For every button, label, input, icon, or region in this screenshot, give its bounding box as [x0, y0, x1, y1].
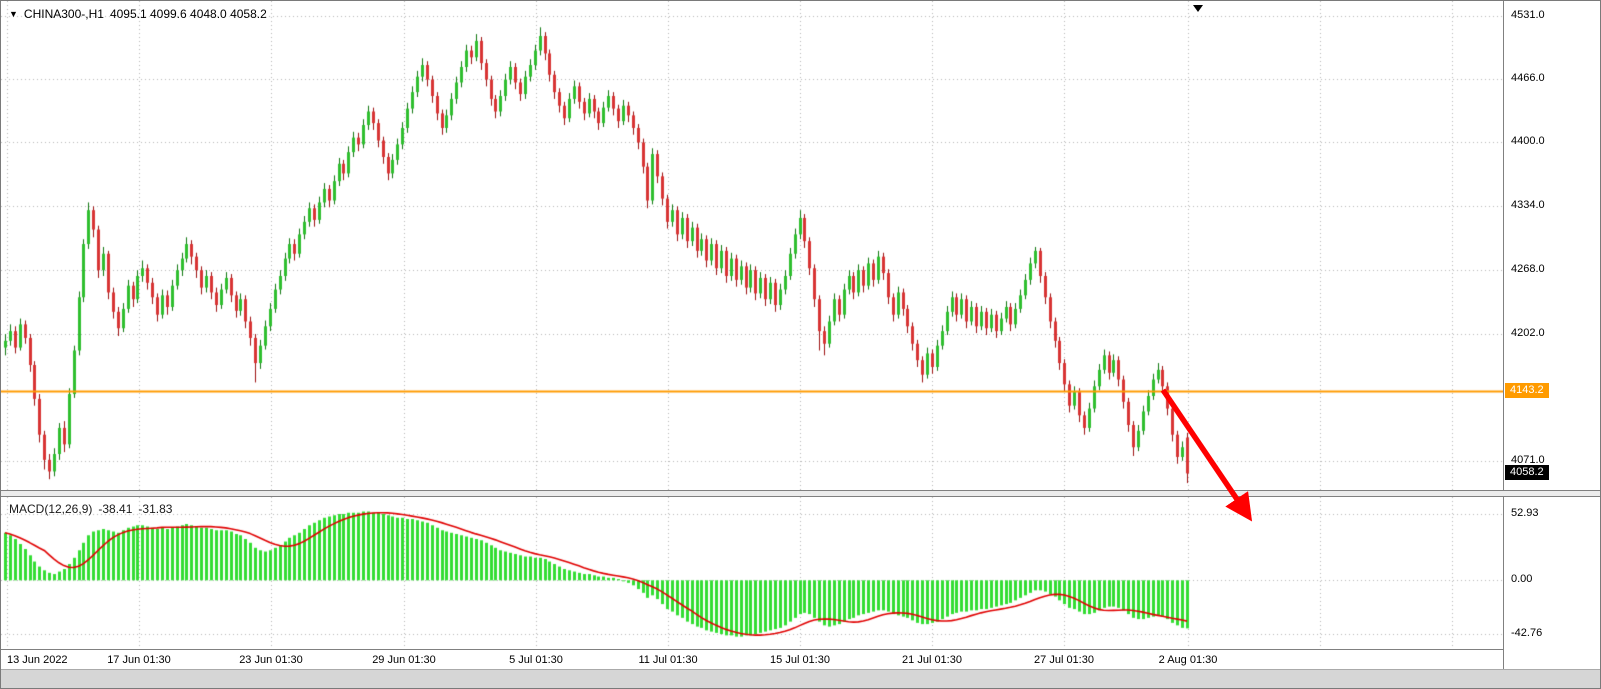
time-axis-label: 23 Jun 01:30 — [239, 654, 303, 666]
macd-axis-label: 52.93 — [1511, 507, 1539, 519]
macd-value: -38.41 — [98, 502, 133, 516]
macd-chart-canvas[interactable] — [1, 497, 1503, 649]
time-axis-label: 11 Jul 01:30 — [638, 654, 698, 666]
price-axis-label: 4334.0 — [1511, 199, 1545, 211]
time-axis-label: 15 Jul 01:30 — [770, 654, 830, 666]
time-axis-label: 17 Jun 01:30 — [107, 654, 171, 666]
price-chart-canvas[interactable] — [1, 1, 1503, 490]
scroll-to-end-icon[interactable] — [1193, 5, 1203, 12]
macd-axis-label: -42.76 — [1511, 627, 1543, 639]
price-axis-label: 4268.0 — [1511, 263, 1545, 275]
pane-divider[interactable] — [1, 490, 1600, 497]
chart-symbol-label: CHINA300-,H1 — [23, 7, 104, 21]
price-axis-panel[interactable]: 4531.0 4466.0 4400.0 4334.0 4268.0 4202.0 4071… — [1503, 1, 1600, 688]
macd-indicator-header: MACD(12,26,9) -38.41 -31.83 — [9, 502, 172, 516]
price-axis-label: 4531.0 — [1511, 9, 1545, 21]
time-axis: 13 Jun 2022 17 Jun 01:30 23 Jun 01:30 29 Ju… — [1, 649, 1503, 669]
last-price-badge: 4058.2 — [1505, 465, 1549, 480]
price-axis-label: 4071.0 — [1511, 454, 1545, 466]
time-axis-label: 5 Jul 01:30 — [509, 654, 563, 666]
chart-header: ▼ CHINA300-,H1 4095.1 4099.6 4048.0 4058… — [9, 7, 267, 21]
time-axis-label: 21 Jul 01:30 — [902, 654, 962, 666]
time-axis-label: 2 Aug 01:30 — [1158, 654, 1218, 666]
time-axis-label: 29 Jun 01:30 — [372, 654, 436, 666]
chart-ohlc-values: 4095.1 4099.6 4048.0 4058.2 — [109, 7, 267, 21]
price-axis-label: 4466.0 — [1511, 72, 1545, 84]
price-axis-label: 4202.0 — [1511, 327, 1545, 339]
macd-signal-value: -31.83 — [138, 502, 173, 516]
macd-indicator-label: MACD(12,26,9) — [9, 502, 93, 516]
price-axis-label: 4400.0 — [1511, 135, 1545, 147]
time-axis-label: 27 Jul 01:30 — [1034, 654, 1094, 666]
macd-axis-label: 0.00 — [1511, 573, 1533, 585]
window-status-strip — [1, 669, 1600, 688]
time-axis-label: 13 Jun 2022 — [7, 654, 68, 666]
hline-price-badge: 4143.2 — [1505, 383, 1549, 398]
chart-collapse-icon[interactable]: ▼ — [9, 8, 18, 19]
